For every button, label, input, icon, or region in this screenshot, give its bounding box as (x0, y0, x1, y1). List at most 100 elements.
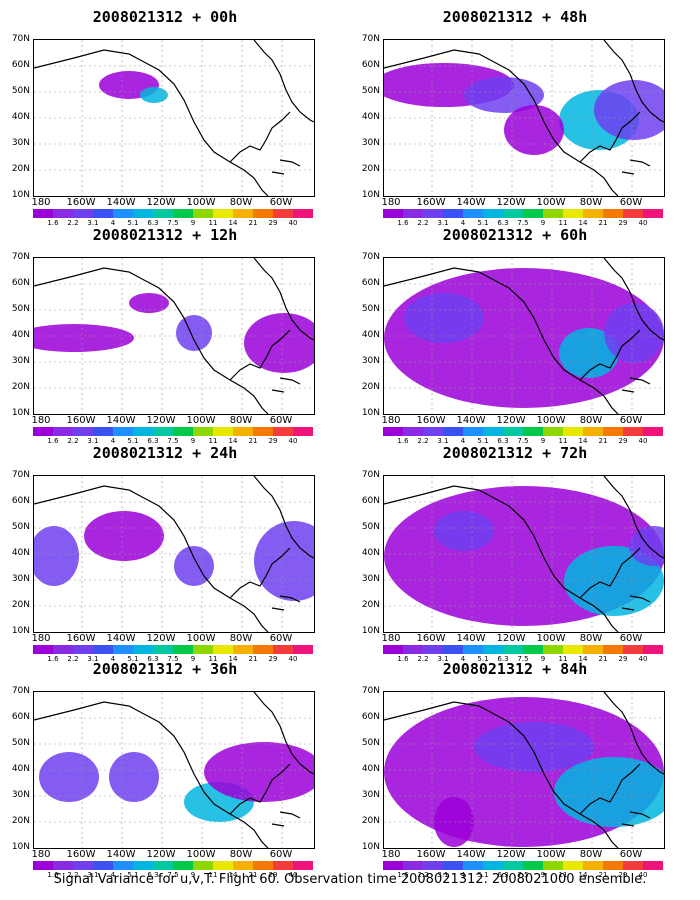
longitude-label: 120W (146, 633, 176, 644)
colorbar-swatch (483, 645, 503, 654)
colorbar-swatch (253, 861, 273, 870)
map-field-svg (384, 40, 664, 196)
colorbar-label: 21 (248, 655, 258, 663)
colorbar-swatch (293, 427, 313, 436)
longitude-label: 100W (536, 633, 566, 644)
latitude-label: 50N (11, 522, 30, 532)
longitude-label: 180 (381, 197, 401, 208)
colorbar-swatch (33, 427, 53, 436)
variance-region (34, 526, 79, 586)
panel-title: 2008021312 + 48h (442, 8, 588, 26)
colorbar-label: 6.3 (497, 437, 509, 445)
colorbar-label: 11 (208, 219, 218, 227)
colorbar-swatch (93, 645, 113, 654)
variance-region (176, 315, 212, 351)
colorbar-swatch (543, 427, 563, 436)
colorbar-swatch (233, 209, 253, 218)
colorbar-label: 3.1 (437, 437, 449, 445)
colorbar-label: 5.1 (477, 219, 489, 227)
latitude-label: 70N (11, 252, 30, 262)
longitude-label: 60W (619, 415, 643, 426)
colorbar-label: 4 (460, 655, 466, 663)
colorbar-swatch (153, 861, 173, 870)
colorbar-label: 14 (228, 219, 238, 227)
colorbar-label: 14 (228, 655, 238, 663)
coastline (34, 692, 314, 848)
colorbar-swatch (133, 861, 153, 870)
longitude-label: 140W (456, 415, 486, 426)
colorbar-label: 11 (208, 437, 218, 445)
variance-region (204, 742, 314, 802)
colorbar-swatch (523, 427, 543, 436)
longitude-label: 140W (456, 849, 486, 860)
colorbar-swatch (193, 861, 213, 870)
colorbar-label: 7.5 (167, 655, 179, 663)
colorbar-swatch (423, 209, 443, 218)
colorbar-swatch (563, 209, 583, 218)
colorbar-swatch (483, 209, 503, 218)
latitude-label: 60N (11, 278, 30, 288)
latitude-label: 30N (11, 790, 30, 800)
colorbar-label: 2.2 (417, 655, 429, 663)
colorbar-swatch (483, 427, 503, 436)
map-panel: 2008021312 + 48h 70N 60N 50N 40N 30N 20N 10N 180… (350, 8, 680, 227)
colorbar-swatch (73, 861, 93, 870)
colorbar-label: 7.5 (167, 437, 179, 445)
panel-title: 2008021312 + 12h (92, 226, 238, 244)
latitude-label: 40N (361, 112, 380, 122)
latitude-label: 70N (361, 470, 380, 480)
colorbar-swatch (213, 427, 233, 436)
colorbar-label: 29 (618, 219, 628, 227)
longitude-label: 160W (416, 197, 446, 208)
map-panel: 2008021312 + 84h 70N 60N 50N 40N 30N 20N 10N 180… (350, 660, 680, 879)
colorbar (383, 427, 663, 436)
colorbar-label: 2.2 (417, 437, 429, 445)
variance-region (564, 546, 664, 616)
colorbar-label: 1.6 (47, 871, 59, 879)
colorbar-swatch (173, 645, 193, 654)
variance-region (474, 722, 594, 772)
colorbar-label: 9 (190, 655, 196, 663)
colorbar-swatch (643, 645, 663, 654)
colorbar-swatch (53, 861, 73, 870)
longitude-label: 120W (146, 415, 176, 426)
colorbar-swatch (253, 209, 273, 218)
longitude-label: 120W (496, 633, 526, 644)
latitude-label: 30N (11, 138, 30, 148)
longitude-label: 160W (66, 633, 96, 644)
latitude-label: 50N (11, 86, 30, 96)
coastline (384, 692, 664, 848)
colorbar-label: 21 (598, 437, 608, 445)
colorbar-swatch (233, 427, 253, 436)
colorbar-label: 9 (190, 437, 196, 445)
colorbar-label: 4 (460, 219, 466, 227)
colorbar-label: 5.1 (477, 655, 489, 663)
colorbar-swatch (113, 645, 133, 654)
colorbar-swatch (543, 861, 563, 870)
colorbar-swatch (463, 209, 483, 218)
latitude-label: 10N (11, 190, 30, 200)
longitude-label: 100W (186, 197, 216, 208)
colorbar-label: 5.1 (477, 871, 489, 879)
latitude-label: 30N (11, 574, 30, 584)
colorbar-label: 29 (618, 437, 628, 445)
colorbar-swatch (583, 645, 603, 654)
colorbar-label: 1.6 (397, 655, 409, 663)
colorbar-label: 14 (578, 219, 588, 227)
longitude-label: 180 (31, 633, 51, 644)
colorbar-label: 7.5 (517, 871, 529, 879)
colorbar-label: 40 (638, 437, 648, 445)
colorbar-swatch (643, 861, 663, 870)
latitude-label: 40N (361, 764, 380, 774)
colorbar-swatch (293, 645, 313, 654)
colorbar-swatch (603, 861, 623, 870)
latitude-label: 40N (361, 548, 380, 558)
longitude-label: 160W (416, 415, 446, 426)
colorbar-swatch (153, 427, 173, 436)
colorbar-label: 7.5 (167, 219, 179, 227)
colorbar-swatch (53, 209, 73, 218)
colorbar-swatch (173, 209, 193, 218)
colorbar-label: 7.5 (517, 219, 529, 227)
colorbar-label: 1.6 (47, 437, 59, 445)
latitude-label: 30N (11, 356, 30, 366)
